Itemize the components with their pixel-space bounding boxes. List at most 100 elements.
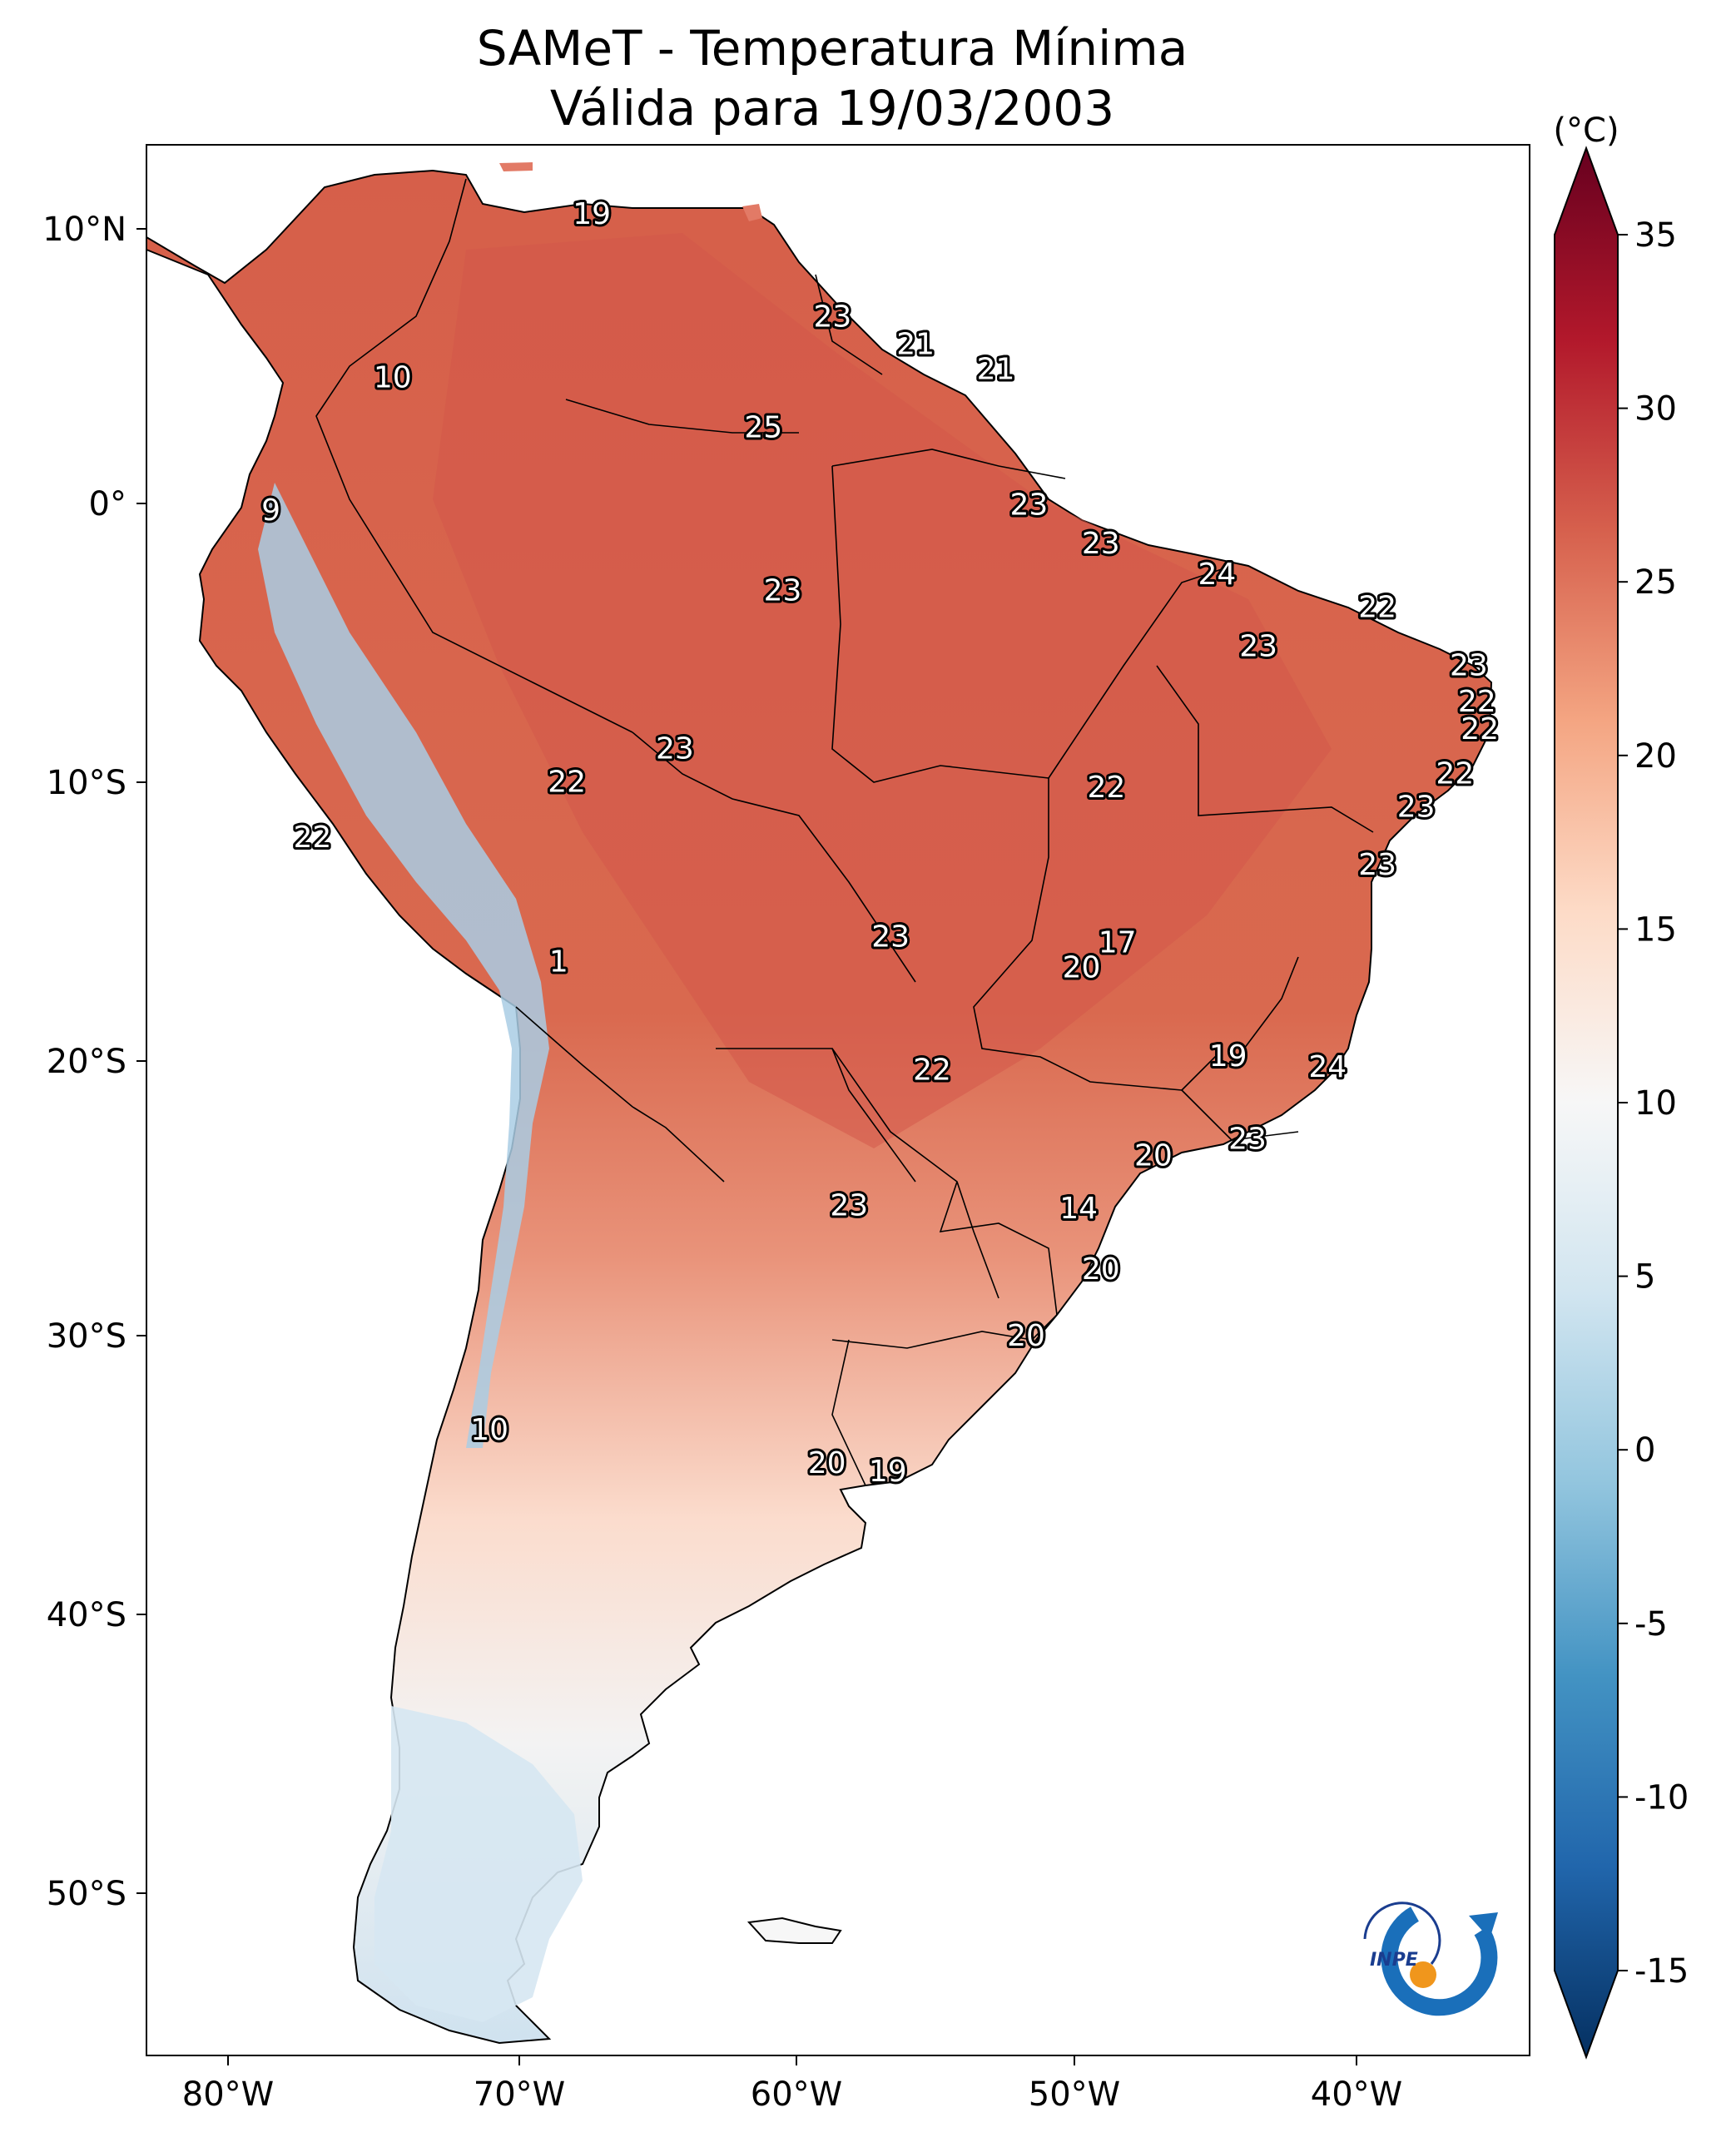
station-temperature-label: 1 bbox=[549, 945, 568, 979]
station-temperature-label: 20 bbox=[1007, 1319, 1045, 1353]
station-temperature-label: 22 bbox=[1458, 685, 1496, 719]
colorbar-tick-label: -10 bbox=[1634, 1778, 1689, 1817]
station-temperature-label: 22 bbox=[913, 1053, 951, 1087]
border-line bbox=[973, 778, 1183, 1091]
inpe-logo-text: INPE bbox=[1370, 1950, 1418, 1971]
lat-tick-label: 50°S bbox=[47, 1875, 126, 1913]
station-temperature-label: 23 bbox=[764, 574, 802, 608]
colorbar-tick-label: 30 bbox=[1634, 390, 1677, 429]
lon-tick-label: 60°W bbox=[751, 2075, 842, 2114]
station-temperature-label: 22 bbox=[1358, 591, 1396, 625]
border-line bbox=[831, 1314, 1058, 1349]
political-borders bbox=[315, 178, 1374, 1486]
lat-axis: 10°N 0° 10°S 20°S 30°S 40°S 50°S bbox=[42, 211, 146, 1913]
station-temperature-label: 10 bbox=[470, 1413, 508, 1447]
lon-axis: 80°W 70°W 60°W 50°W 40°W bbox=[182, 2055, 1402, 2114]
lat-tick-label: 10°S bbox=[47, 764, 126, 802]
station-temperature-label: 23 bbox=[830, 1188, 868, 1222]
station-temperature-label: 20 bbox=[808, 1446, 846, 1480]
station-temperature-label: 21 bbox=[977, 353, 1015, 387]
station-temperature-label: 23 bbox=[1397, 790, 1436, 824]
border-line bbox=[515, 1006, 725, 1183]
station-temperature-label: 22 bbox=[548, 765, 586, 799]
station-temperature-label: 14 bbox=[1059, 1192, 1098, 1226]
station-temperature-label: 19 bbox=[1209, 1039, 1247, 1074]
lat-tick-label: 40°S bbox=[47, 1596, 126, 1634]
lon-tick-label: 70°W bbox=[474, 2075, 565, 2114]
station-temperature-label: 25 bbox=[744, 410, 782, 444]
chart-title-line2: Válida para 19/03/2003 bbox=[550, 80, 1114, 136]
colorbar-unit-label: (°C) bbox=[1553, 112, 1619, 150]
colorbar-tick-label: -15 bbox=[1634, 1952, 1689, 1991]
station-temperature-label: 21 bbox=[896, 328, 935, 362]
station-temperature-label: 22 bbox=[1436, 756, 1474, 791]
border-line bbox=[1181, 956, 1299, 1091]
border-line bbox=[565, 399, 799, 434]
border-line bbox=[1048, 565, 1233, 779]
station-temperature-label: 23 bbox=[1082, 527, 1120, 561]
amazon-warm-patch bbox=[433, 233, 1332, 1148]
patagonia-cool-patch bbox=[374, 1706, 583, 2022]
border-line bbox=[815, 274, 883, 375]
caribbean-island bbox=[499, 162, 533, 171]
inpe-logo-arrow bbox=[1469, 1912, 1498, 1939]
station-temperature-label: 24 bbox=[1198, 558, 1236, 592]
colorbar: (°C) 35 30 25 20 15 10 5 0 -5 -10 -15 bbox=[1553, 112, 1689, 2060]
lat-tick-label: 10°N bbox=[42, 211, 126, 249]
station-temperature-label: 23 bbox=[813, 300, 851, 334]
colorbar-tick-label: 0 bbox=[1634, 1431, 1655, 1470]
station-temperature-label: 23 bbox=[656, 731, 694, 766]
colorbar-ticks: 35 30 25 20 15 10 5 0 -5 -10 -15 bbox=[1618, 216, 1689, 1991]
station-temperature-label: 23 bbox=[1228, 1123, 1267, 1157]
caribbean-island bbox=[742, 204, 762, 221]
colorbar-tick-label: 25 bbox=[1634, 563, 1677, 602]
station-temperature-label: 23 bbox=[1009, 488, 1048, 523]
colorbar-tick-label: 5 bbox=[1634, 1258, 1655, 1297]
inpe-logo-sun bbox=[1410, 1961, 1436, 1988]
border-line bbox=[632, 731, 916, 983]
station-temperature-label: 17 bbox=[1099, 925, 1137, 959]
station-temperature-label: 19 bbox=[869, 1455, 907, 1489]
colorbar-body bbox=[1554, 146, 1619, 2060]
station-temperature-label: 24 bbox=[1308, 1050, 1347, 1084]
lat-tick-label: 20°S bbox=[47, 1043, 126, 1081]
lat-tick-label: 0° bbox=[89, 485, 126, 523]
lon-tick-label: 50°W bbox=[1029, 2075, 1120, 2114]
colorbar-tick-label: 20 bbox=[1634, 737, 1677, 776]
station-temperature-label: 23 bbox=[1450, 649, 1488, 683]
lon-tick-label: 80°W bbox=[182, 2075, 274, 2114]
colorbar-tick-label: -5 bbox=[1634, 1605, 1668, 1644]
station-temperature-label: 20 bbox=[1134, 1139, 1173, 1173]
station-temperature-label: 22 bbox=[1087, 771, 1125, 805]
border-line bbox=[1156, 665, 1374, 833]
colorbar-tick-label: 10 bbox=[1634, 1084, 1677, 1123]
inpe-logo-ring bbox=[1363, 1902, 1441, 1965]
inpe-logo: INPE bbox=[1363, 1902, 1498, 2016]
station-temperature-label: 22 bbox=[293, 821, 331, 855]
lon-tick-label: 40°W bbox=[1311, 2075, 1402, 2114]
border-line bbox=[315, 178, 633, 733]
falkland-islands bbox=[746, 1916, 842, 1944]
south-america-landmass bbox=[146, 162, 1493, 2045]
station-temperature-label: 23 bbox=[871, 920, 910, 955]
border-line bbox=[939, 1181, 1058, 1316]
station-temperature-label: 23 bbox=[1358, 848, 1396, 882]
station-temperature-label: 10 bbox=[374, 361, 412, 395]
border-line bbox=[831, 449, 1066, 479]
inpe-logo-swoosh bbox=[1381, 1907, 1498, 2016]
station-temperature-label: 20 bbox=[1063, 950, 1101, 984]
chart-title-line1: SAMeT - Temperatura Mínima bbox=[477, 20, 1188, 77]
station-temperature-label: 19 bbox=[573, 197, 611, 231]
andes-cool-band bbox=[258, 483, 549, 1448]
border-line bbox=[831, 465, 1049, 783]
station-temperature-label: 20 bbox=[1082, 1252, 1120, 1287]
border-line bbox=[1181, 1089, 1299, 1141]
station-temperature-label: 23 bbox=[1239, 629, 1277, 663]
station-temperature-label: 9 bbox=[261, 493, 280, 528]
colorbar-tick-label: 15 bbox=[1634, 910, 1677, 949]
station-temperature-label: 22 bbox=[1461, 712, 1499, 746]
colorbar-tick-label: 35 bbox=[1634, 216, 1677, 255]
border-line bbox=[716, 1048, 916, 1183]
